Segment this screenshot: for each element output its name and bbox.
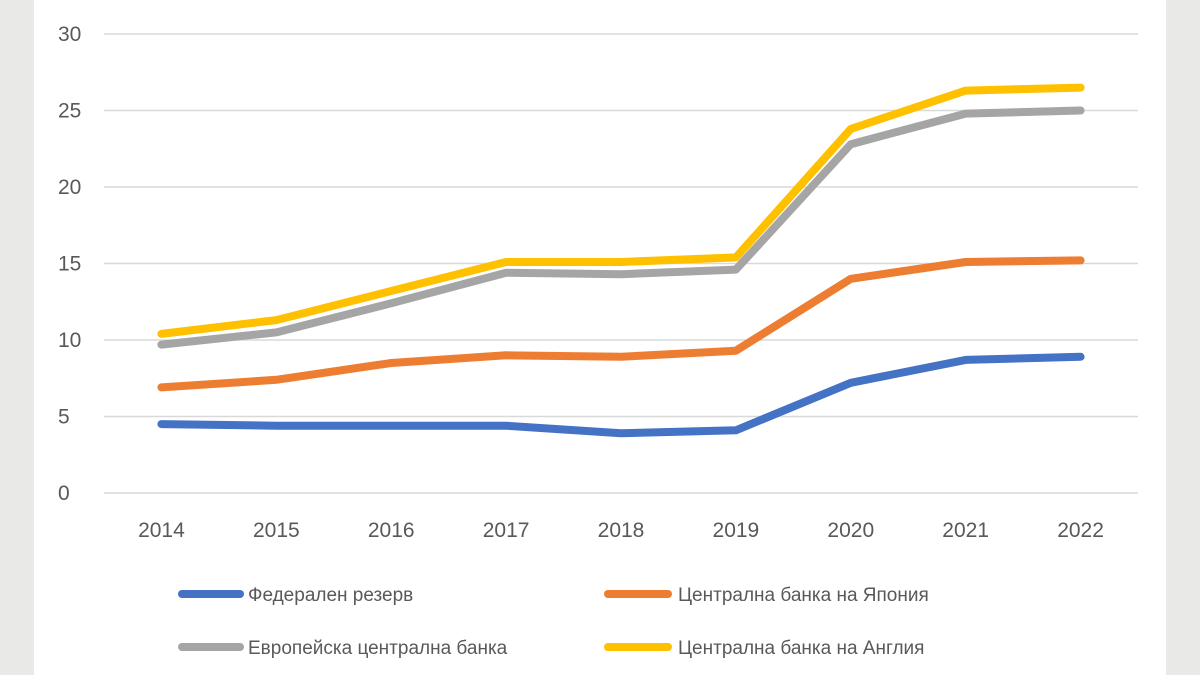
series-line (157, 256, 1085, 392)
legend-label: Европейска централна банка (248, 638, 508, 659)
series-line (157, 106, 1085, 349)
y-tick-label: 20 (58, 176, 81, 199)
legend-label: Централна банка на Япония (678, 585, 929, 606)
y-tick-label: 15 (58, 253, 81, 276)
legend-label: Федерален резерв (248, 585, 413, 606)
x-tick-label: 2016 (368, 519, 415, 542)
y-tick-label: 5 (58, 406, 70, 429)
series-line (157, 83, 1085, 338)
x-tick-label: 2017 (483, 519, 530, 542)
y-tick-label: 10 (58, 329, 81, 352)
x-tick-label: 2020 (827, 519, 874, 542)
y-tick-label: 30 (58, 23, 81, 46)
x-tick-label: 2014 (138, 519, 185, 542)
x-tick-label: 2022 (1057, 519, 1104, 542)
x-tick-label: 2021 (942, 519, 989, 542)
series-line (157, 352, 1085, 438)
legend-label: Централна банка на Англия (678, 638, 924, 659)
series-lines (157, 83, 1085, 438)
x-axis-ticks: 2014 2015 2016 2017 2018 2019 2020 2021 2022 (138, 519, 1104, 542)
y-axis-ticks: 0 5 10 15 20 25 30 (58, 23, 81, 505)
y-tick-label: 0 (58, 482, 70, 505)
x-tick-label: 2018 (598, 519, 645, 542)
x-tick-label: 2019 (713, 519, 760, 542)
y-tick-label: 25 (58, 100, 81, 123)
legend: Федерален резерв Централна банка на Япони… (178, 585, 929, 659)
x-tick-label: 2015 (253, 519, 300, 542)
